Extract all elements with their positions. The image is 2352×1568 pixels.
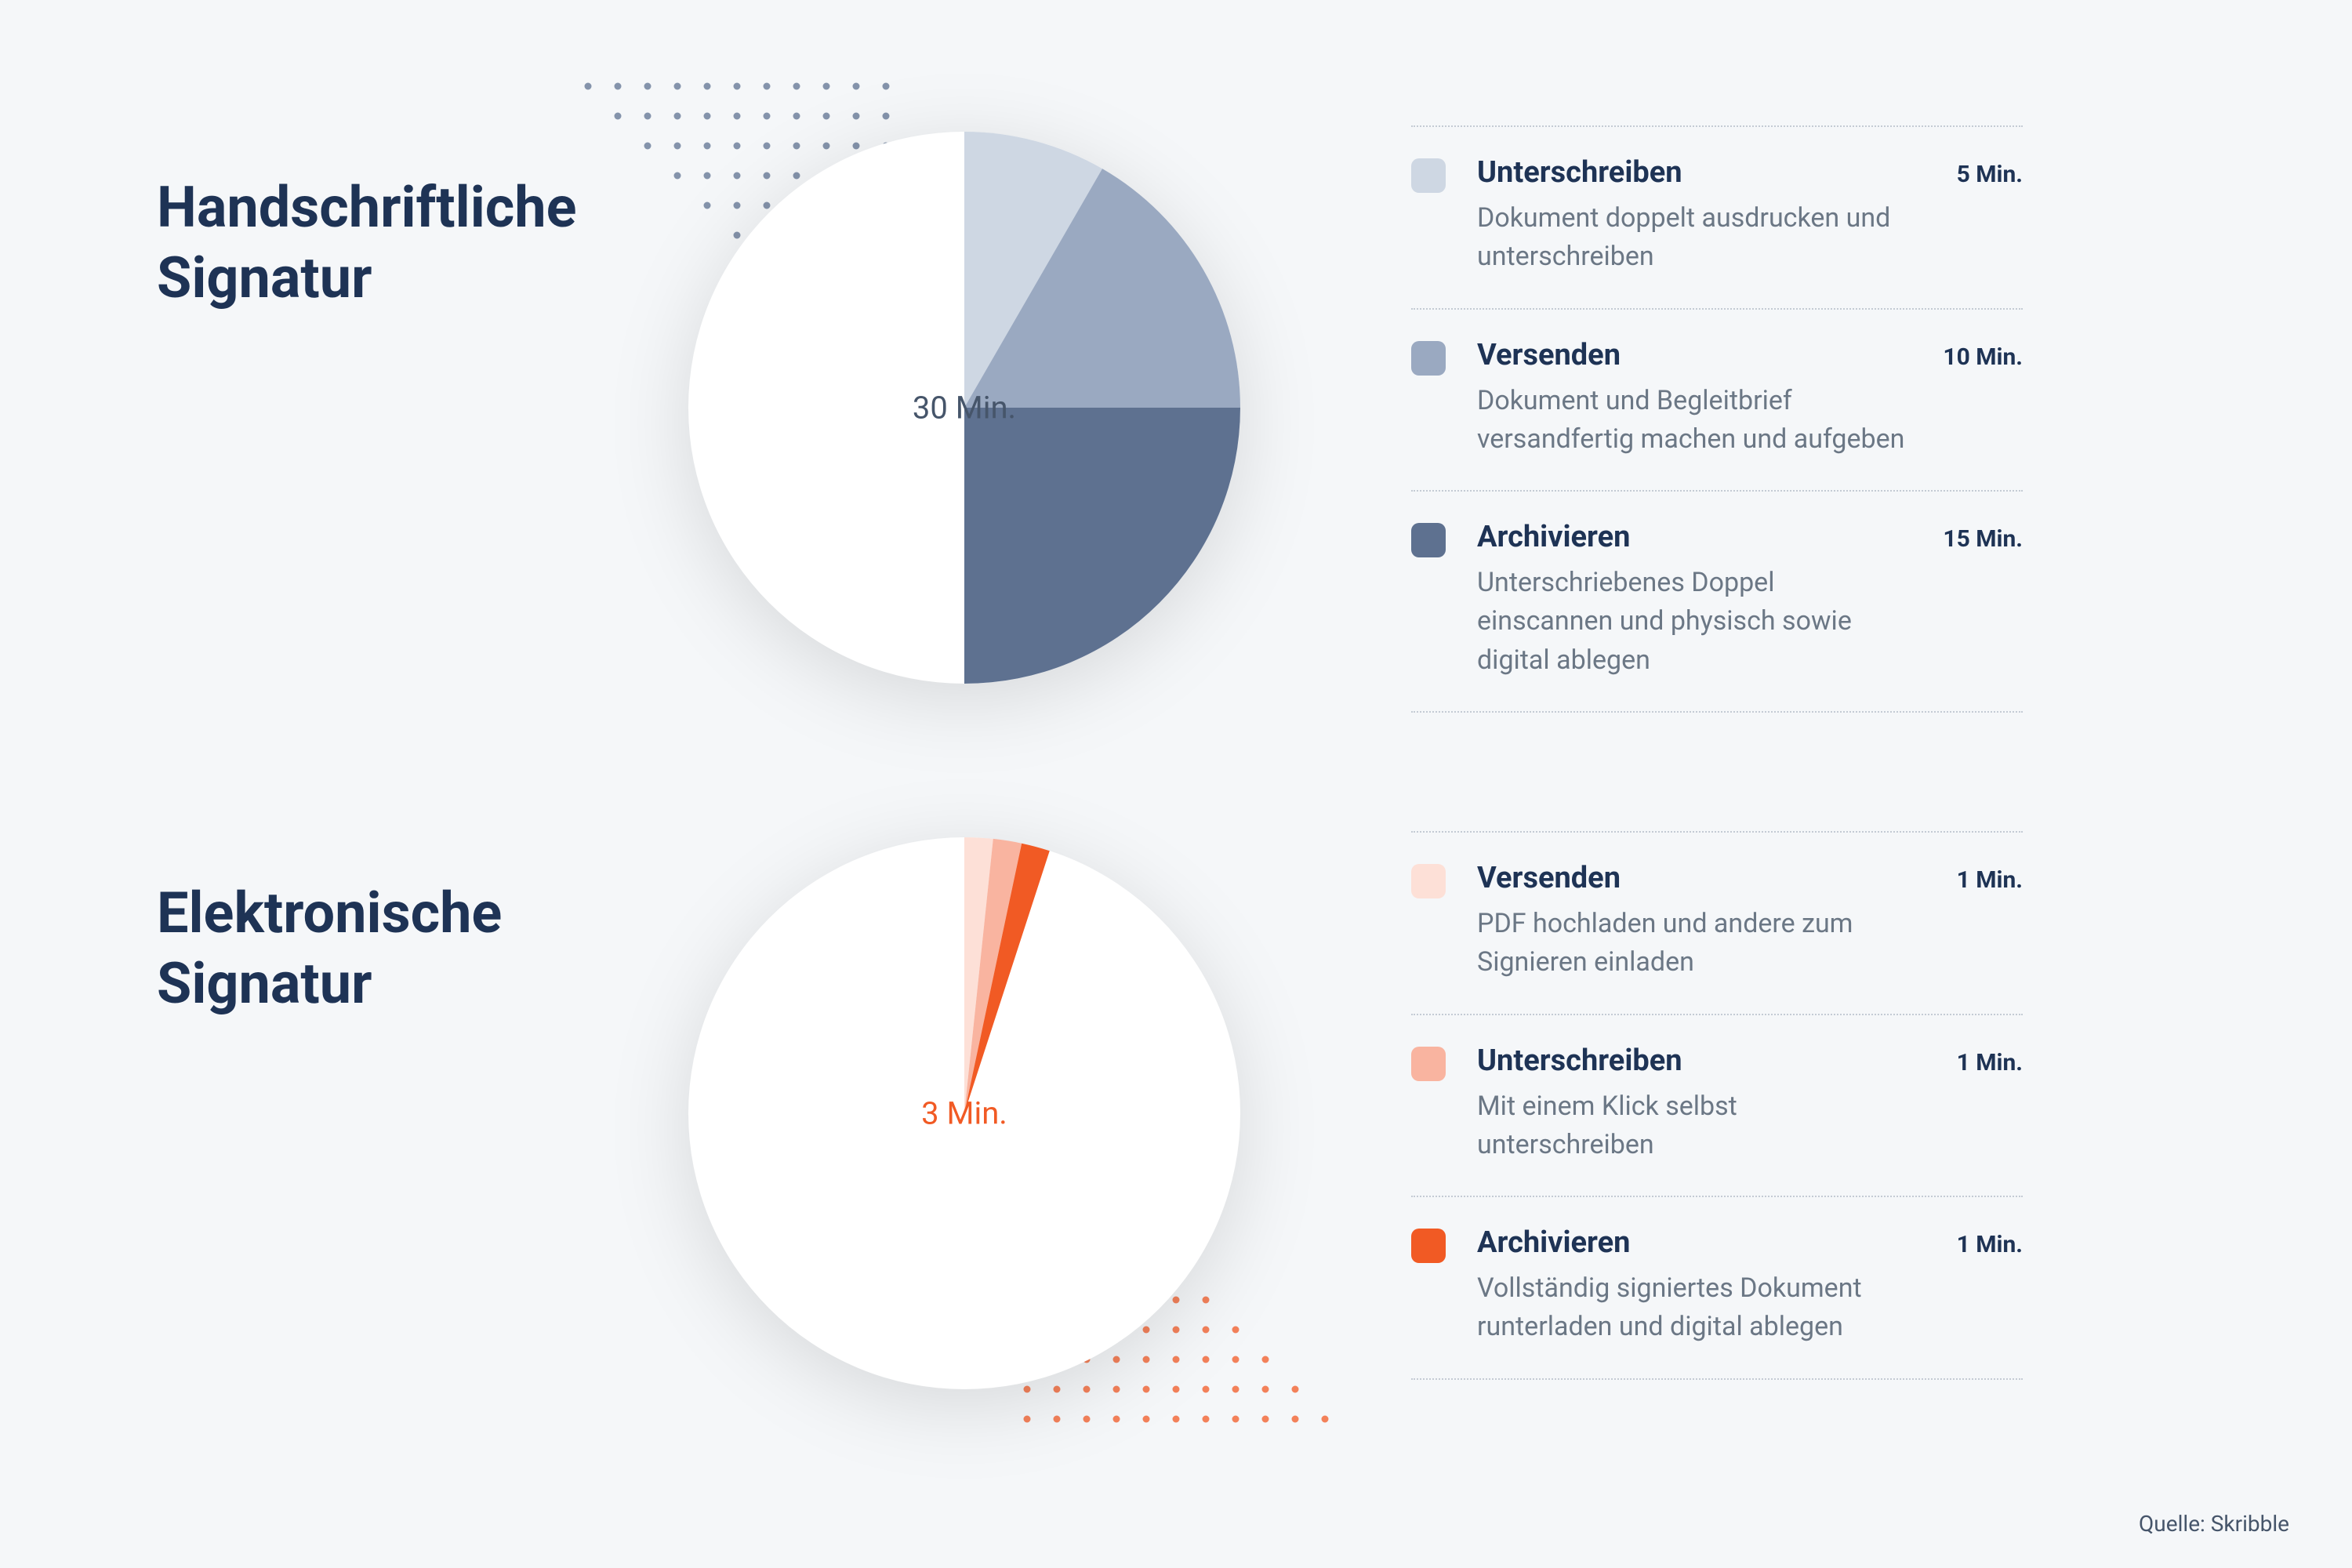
legend-time: 15 Min. bbox=[1924, 525, 2023, 553]
legend-title: Unterschreiben bbox=[1477, 1044, 1682, 1078]
legend-item: Archivieren 1 Min. Vollständig signiertes … bbox=[1411, 1196, 2023, 1380]
section-title: HandschriftlicheSignatur bbox=[157, 172, 612, 314]
legend-swatch bbox=[1411, 1047, 1446, 1081]
section-handwritten: HandschriftlicheSignatur 30 Min. Untersc… bbox=[0, 125, 2352, 713]
title-line2: ElektronischeSignatur bbox=[157, 880, 502, 1017]
legend-time: 10 Min. bbox=[1924, 343, 2023, 371]
pie-chart: 3 Min. bbox=[682, 831, 1247, 1396]
legend-swatch bbox=[1411, 341, 1446, 376]
legend-column: Unterschreiben 5 Min. Dokument doppelt aus… bbox=[1317, 125, 2023, 713]
legend-description: PDF hochladen und andere zum Signieren e… bbox=[1477, 905, 1916, 982]
legend-item: Versenden 1 Min. PDF hochladen und andere … bbox=[1411, 831, 2023, 1014]
legend-text: Unterschreiben 5 Min. Dokument doppelt aus… bbox=[1477, 155, 2023, 277]
title-column: HandschriftlicheSignatur bbox=[0, 125, 612, 314]
legend-text: Versenden 1 Min. PDF hochladen und andere … bbox=[1477, 861, 2023, 982]
legend-description: Mit einem Klick selbst unterschreiben bbox=[1477, 1087, 1916, 1165]
source-attribution: Quelle: Skribble bbox=[2139, 1511, 2289, 1537]
legend-time: 1 Min. bbox=[1938, 1049, 2023, 1076]
legend-description: Dokument und Begleitbrief versandfertig … bbox=[1477, 382, 1916, 459]
pie-center-label: 3 Min. bbox=[921, 1095, 1007, 1132]
legend-title: Archivieren bbox=[1477, 1225, 1630, 1260]
legend-description: Dokument doppelt ausdrucken und untersch… bbox=[1477, 199, 1916, 277]
legend-text: Versenden 10 Min. Dokument und Begleitbrie… bbox=[1477, 338, 2023, 459]
legend-text: Unterschreiben 1 Min. Mit einem Klick selb… bbox=[1477, 1044, 2023, 1165]
legend-time: 1 Min. bbox=[1938, 1231, 2023, 1258]
legend-swatch bbox=[1411, 158, 1446, 193]
legend-title: Unterschreiben bbox=[1477, 155, 1682, 190]
legend-time: 1 Min. bbox=[1938, 866, 2023, 894]
legend-text: Archivieren 1 Min. Vollständig signiertes … bbox=[1477, 1225, 2023, 1347]
legend-text: Archivieren 15 Min. Unterschriebenes Doppe… bbox=[1477, 520, 2023, 680]
section-electronic: ElektronischeSignatur 3 Min. Versenden 1 … bbox=[0, 831, 2352, 1396]
pie-slice bbox=[964, 408, 1240, 684]
legend-description: Vollständig signiertes Dokument runterla… bbox=[1477, 1269, 1916, 1347]
pie-chart: 30 Min. bbox=[682, 125, 1247, 690]
legend-description: Unterschriebenes Doppel einscannen und p… bbox=[1477, 564, 1916, 680]
title-line1: HandschriftlicheSignatur bbox=[157, 174, 576, 311]
pie-center-label: 30 Min. bbox=[913, 390, 1016, 426]
legend-time: 5 Min. bbox=[1938, 161, 2023, 188]
legend-item: Archivieren 15 Min. Unterschriebenes Doppe… bbox=[1411, 490, 2023, 713]
legend-item: Unterschreiben 1 Min. Mit einem Klick selb… bbox=[1411, 1014, 2023, 1196]
legend-title: Versenden bbox=[1477, 338, 1621, 372]
legend-swatch bbox=[1411, 523, 1446, 557]
chart-column: 30 Min. bbox=[612, 125, 1317, 690]
legend-swatch bbox=[1411, 1229, 1446, 1263]
legend-column: Versenden 1 Min. PDF hochladen und andere … bbox=[1317, 831, 2023, 1380]
legend-item: Versenden 10 Min. Dokument und Begleitbrie… bbox=[1411, 308, 2023, 491]
legend-title: Versenden bbox=[1477, 861, 1621, 895]
legend-title: Archivieren bbox=[1477, 520, 1630, 554]
title-column: ElektronischeSignatur bbox=[0, 831, 612, 1019]
section-title: ElektronischeSignatur bbox=[157, 878, 612, 1019]
legend-item: Unterschreiben 5 Min. Dokument doppelt aus… bbox=[1411, 125, 2023, 308]
legend-swatch bbox=[1411, 864, 1446, 898]
chart-column: 3 Min. bbox=[612, 831, 1317, 1396]
